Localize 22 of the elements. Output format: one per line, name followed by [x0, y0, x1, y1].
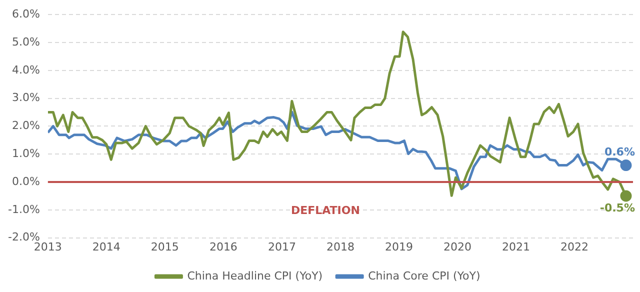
- x-tick-label: 2016: [209, 240, 238, 254]
- x-tick-label: 2021: [502, 240, 530, 254]
- x-tick-label: 2017: [268, 240, 296, 254]
- ref-line-label: DEFLATION: [290, 204, 360, 217]
- y-tick-label: 5.0%: [12, 35, 40, 48]
- data-label: 0.6%: [604, 146, 635, 159]
- y-tick-label: 4.0%: [12, 63, 40, 76]
- x-tick-label: 2019: [384, 240, 413, 254]
- y-tick-label: 2.0%: [12, 119, 40, 132]
- y-tick-label: 6.0%: [12, 7, 40, 20]
- y-tick-label: 1.0%: [12, 146, 40, 160]
- y-tick-label: 0.0%: [12, 174, 40, 188]
- legend-label: China Core CPI (YoY): [368, 269, 480, 282]
- x-tick-label: 2018: [326, 240, 354, 254]
- y-tick-label: 3.0%: [12, 91, 40, 104]
- legend-label: China Headline CPI (YoY): [187, 269, 323, 282]
- y-tick-label: -1.0%: [8, 202, 40, 216]
- x-tick-label: 2014: [92, 240, 120, 254]
- x-tick-label: 2015: [150, 240, 179, 254]
- data-label: -0.5%: [600, 201, 635, 214]
- x-tick-label: 2022: [560, 240, 588, 254]
- x-tick-label: 2020: [443, 240, 472, 254]
